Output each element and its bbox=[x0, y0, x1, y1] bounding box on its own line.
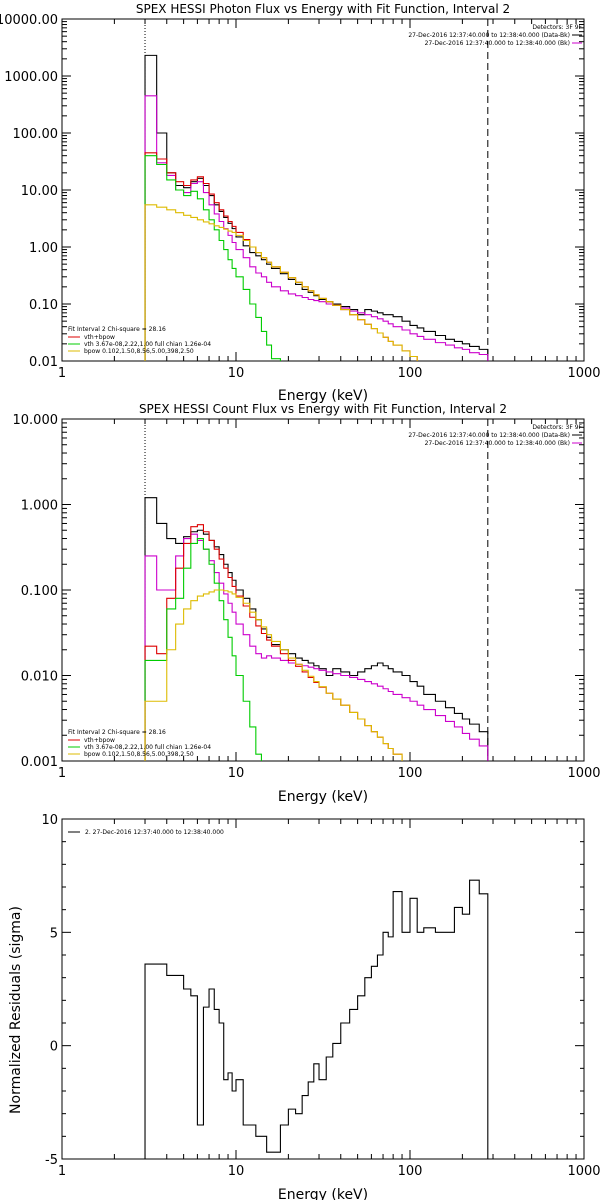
x-tick-label: 1 bbox=[58, 1164, 66, 1179]
series-line-3 bbox=[144, 152, 425, 361]
series-line-2 bbox=[144, 533, 489, 761]
y-tick-label: 1.000 bbox=[21, 499, 58, 514]
y-tick-label: 1.00 bbox=[29, 241, 58, 256]
panel1-legend-bottom-left: Fit Interval 2 Chi-square = 28.16 vth+bp… bbox=[68, 326, 211, 355]
series-line-3 bbox=[144, 524, 403, 761]
y-tick-label: 0.010 bbox=[21, 670, 58, 685]
y-tick-label: 1000.00 bbox=[4, 70, 58, 85]
panel3-legend-text: 2. 27-Dec-2016 12:37:40.000 to 12:38:40.… bbox=[85, 829, 224, 836]
series-line-5 bbox=[144, 589, 403, 761]
panel2-legend-vth: vth 3.67e-08,2.22,1.00 full chian 1.26e-… bbox=[84, 744, 211, 751]
panel3-ylabel: Normalized Residuals (sigma) bbox=[8, 906, 24, 1114]
series-line-1 bbox=[144, 497, 489, 761]
panel2-fit-interval-text: Fit Interval 2 Chi-square = 28.16 bbox=[68, 729, 166, 736]
y-tick-label: 0 bbox=[50, 1040, 58, 1055]
series-line-2 bbox=[144, 95, 489, 361]
y-tick-label: 100.00 bbox=[13, 127, 59, 142]
panel2-legend-detectors: Detectors: 3F 9F bbox=[532, 424, 582, 431]
panel1-fit-interval-text: Fit Interval 2 Chi-square = 28.16 bbox=[68, 326, 166, 333]
panel1-legend-bpow: bpow 0.102,1.50,8.56,5.00,398,2.50 bbox=[84, 348, 194, 355]
y-tick-label: -5 bbox=[45, 1153, 58, 1168]
panel3-xlabel: Energy (keV) bbox=[278, 1187, 368, 1200]
x-tick-label: 10 bbox=[228, 1164, 245, 1179]
panel1-legend-detectors: Detectors: 3F 9F bbox=[532, 24, 582, 31]
plot-frame bbox=[61, 418, 585, 762]
panel1-xlabel: Energy (keV) bbox=[278, 388, 368, 404]
panel1-legend-total: vth+bpow bbox=[84, 334, 115, 341]
series-line-4 bbox=[144, 155, 281, 361]
panel2-legend-bk: 27-Dec-2016 12:37:40.000 to 12:38:40.000… bbox=[425, 440, 570, 447]
panel2-legend-bottom-left: Fit Interval 2 Chi-square = 28.16 vth+bp… bbox=[68, 729, 211, 758]
plot-frame bbox=[61, 818, 585, 1160]
series-line-4 bbox=[144, 537, 262, 761]
panel1-title: SPEX HESSI Photon Flux vs Energy with Fi… bbox=[136, 2, 510, 16]
x-tick-label: 10 bbox=[228, 366, 245, 381]
y-tick-label: 0.001 bbox=[21, 755, 58, 770]
panel2-xlabel: Energy (keV) bbox=[278, 789, 368, 805]
panel3-plot-area: 1 10 100 1000 -5 0 5 10 bbox=[41, 813, 600, 1179]
panel1-legend-bk: 27-Dec-2016 12:37:40.000 to 12:38:40.000… bbox=[425, 40, 570, 47]
x-tick-label: 100 bbox=[398, 366, 423, 381]
x-tick-label: 1000 bbox=[567, 766, 600, 781]
panel-count-flux: SPEX HESSI Count Flux vs Energy with Fit… bbox=[13, 402, 600, 805]
y-tick-label: 0.01 bbox=[29, 355, 58, 370]
y-tick-label: 0.10 bbox=[29, 298, 58, 313]
series-line-1 bbox=[144, 54, 489, 361]
y-tick-label: 10.00 bbox=[21, 184, 58, 199]
panel2-legend-total: vth+bpow bbox=[84, 737, 115, 744]
panel2-legend-top-right: Detectors: 3F 9F 27-Dec-2016 12:37:40.00… bbox=[408, 424, 582, 447]
panel-residuals: Energy (keV) Normalized Residuals (sigma… bbox=[8, 813, 600, 1200]
x-tick-label: 1000 bbox=[567, 1164, 600, 1179]
x-tick-label: 100 bbox=[398, 1164, 423, 1179]
panel1-legend-top-right: Detectors: 3F 9F 27-Dec-2016 12:37:40.00… bbox=[408, 24, 582, 47]
panel2-title: SPEX HESSI Count Flux vs Energy with Fit… bbox=[139, 402, 507, 416]
x-tick-label: 10 bbox=[228, 766, 245, 781]
x-tick-label: 1 bbox=[58, 766, 66, 781]
series-line-5 bbox=[144, 204, 425, 361]
panel1-legend-vth: vth 3.67e-08,2.22,1.00 full chian 1.26e-… bbox=[84, 341, 211, 348]
panel2-legend-bpow: bpow 0.102,1.50,8.56,5.00,398,2.50 bbox=[84, 751, 194, 758]
y-tick-label: 10.000 bbox=[13, 413, 59, 428]
panel2-legend-data-bk: 27-Dec-2016 12:37:40.000 to 12:38:40.000… bbox=[408, 432, 570, 439]
series-line-1 bbox=[144, 879, 489, 1159]
panel2-plot-area: 1 10 100 1000 0.001 0.010 0.100 1.000 10.000 bbox=[13, 413, 600, 781]
x-tick-label: 1000 bbox=[567, 366, 600, 381]
x-tick-label: 1 bbox=[58, 366, 66, 381]
y-tick-label: 0.100 bbox=[21, 584, 58, 599]
panel3-legend-top-left: 2. 27-Dec-2016 12:37:40.000 to 12:38:40.… bbox=[68, 829, 224, 836]
panel-photon-flux: SPEX HESSI Photon Flux vs Energy with Fi… bbox=[0, 2, 600, 404]
x-tick-label: 100 bbox=[398, 766, 423, 781]
y-tick-label: 5 bbox=[50, 926, 58, 941]
panel1-plot-area: 1 10 100 1000 0.01 0.10 1.00 10.00 100.00 1000.00… bbox=[0, 13, 600, 381]
y-tick-label: 10000.00 bbox=[0, 13, 58, 28]
panel1-legend-data-bk: 27-Dec-2016 12:37:40.000 to 12:38:40.000… bbox=[408, 32, 570, 39]
y-tick-label: 10 bbox=[41, 813, 58, 828]
plot-frame bbox=[61, 18, 585, 362]
